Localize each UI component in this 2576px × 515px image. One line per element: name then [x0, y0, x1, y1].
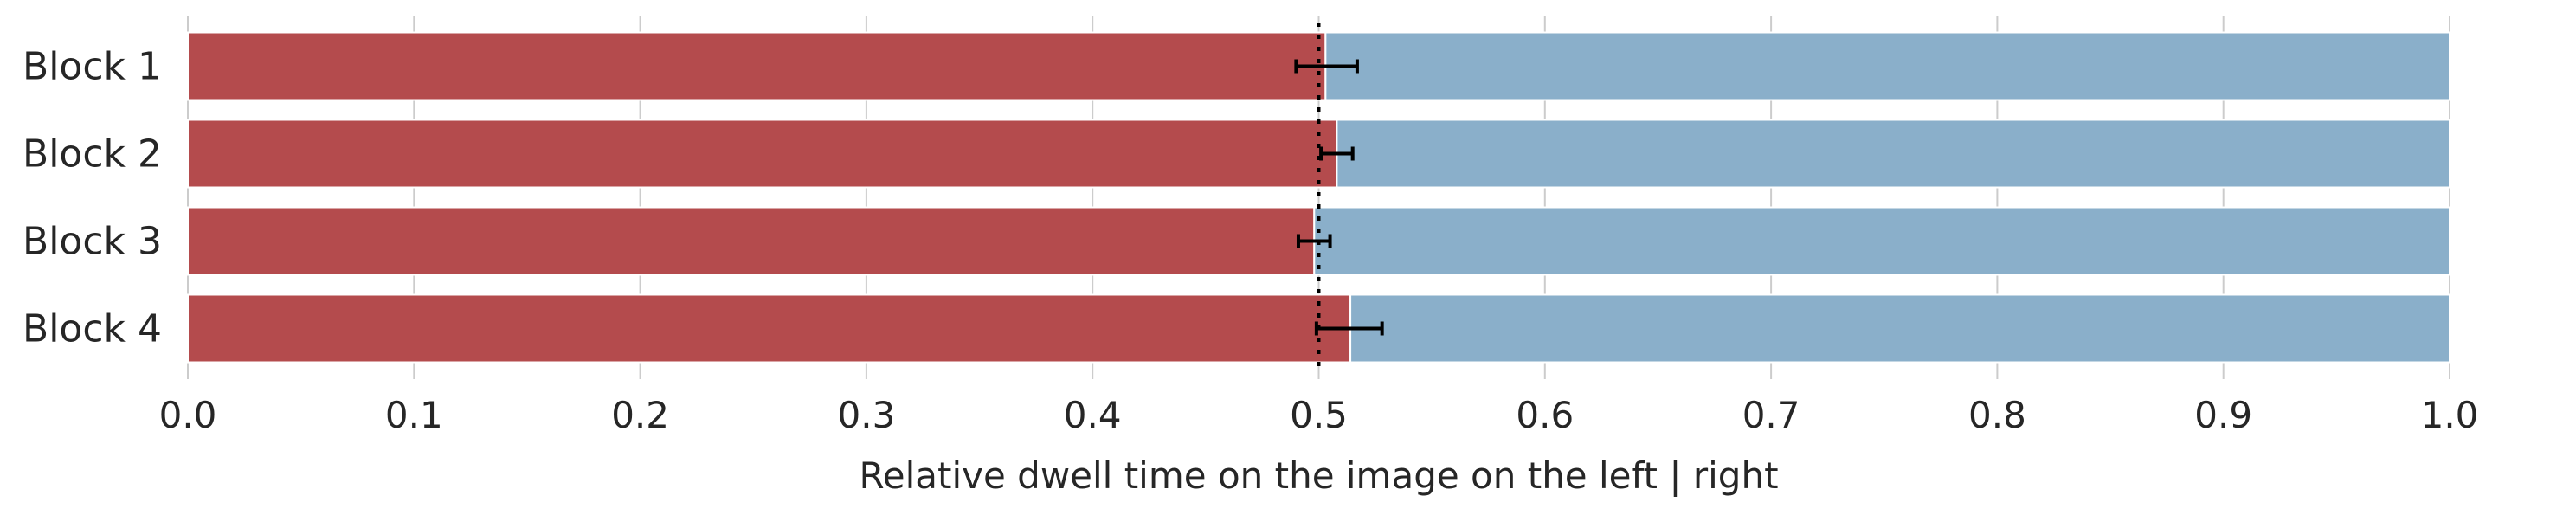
bar-left-segment: [187, 206, 1316, 276]
bar-right-segment: [1324, 31, 2450, 101]
x-tick-label: 0.9: [2194, 394, 2252, 436]
error-bars: [1294, 59, 1384, 336]
category-label: Block 4: [23, 307, 162, 351]
bar-left-segment: [187, 293, 1352, 364]
x-tick-label: 0.6: [1516, 394, 1574, 436]
x-tick-label: 0.8: [1968, 394, 2026, 436]
bar-left-segment: [187, 119, 1338, 189]
bars: [187, 31, 2450, 364]
x-tick-label: 0.4: [1064, 394, 1122, 436]
category-label: Block 2: [23, 132, 162, 177]
category-labels: Block 1 Block 2 Block 3 Block 4: [23, 45, 162, 351]
x-tick-label: 1.0: [2421, 394, 2479, 436]
x-tick-label: 0.7: [1742, 394, 1800, 436]
category-label: Block 1: [23, 45, 162, 89]
x-tick-label: 0.3: [838, 394, 896, 436]
x-tick-label: 0.2: [611, 394, 669, 436]
category-label: Block 3: [23, 220, 162, 264]
x-tick-label: 0.0: [159, 394, 217, 436]
x-axis-title: Relative dwell time on the image on the …: [859, 454, 1778, 497]
bar-right-segment: [1313, 206, 2450, 276]
bar-right-segment: [1336, 119, 2450, 189]
x-tick-labels: 0.0 0.1 0.2 0.3 0.4 0.5 0.6 0.7 0.8 0.9 1.0: [159, 394, 2479, 436]
x-tick-label: 0.5: [1290, 394, 1348, 436]
x-tick-label: 0.1: [385, 394, 443, 436]
bar-right-segment: [1349, 293, 2450, 364]
bar-left-segment: [187, 31, 1327, 101]
